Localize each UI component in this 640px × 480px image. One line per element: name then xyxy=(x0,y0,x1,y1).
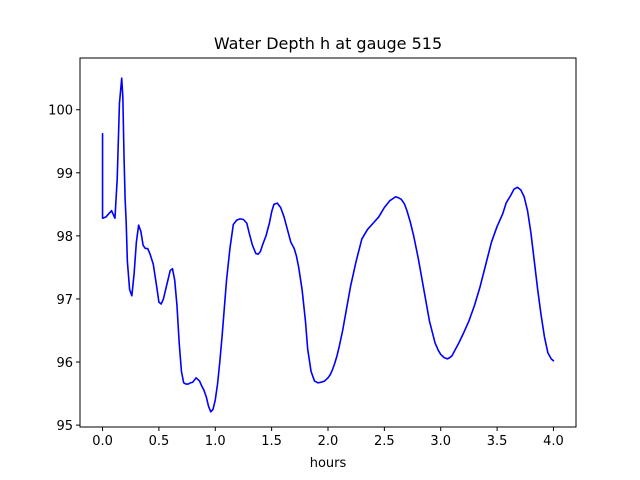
x-axis: 0.0 0.5 1.0 1.5 2.0 2.5 3.0 3.5 4.0 xyxy=(92,427,564,449)
x-tick-label: 0.5 xyxy=(149,434,170,449)
x-tick-label: 1.0 xyxy=(205,434,226,449)
y-tick-label: 97 xyxy=(56,293,73,308)
plot-area-frame xyxy=(79,57,577,428)
x-tick-label: 3.0 xyxy=(430,434,451,449)
x-axis-label: hours xyxy=(310,456,347,471)
series-line-water-depth xyxy=(101,77,555,413)
x-tick-label: 2.5 xyxy=(374,434,395,449)
x-tick-label: 3.5 xyxy=(487,434,508,449)
chart-title: Water Depth h at gauge 515 xyxy=(214,34,442,53)
y-tick-label: 99 xyxy=(56,167,73,182)
y-tick-label: 95 xyxy=(56,419,73,434)
x-tick-label: 0.0 xyxy=(92,434,113,449)
x-tick-label: 1.5 xyxy=(261,434,282,449)
y-tick-label: 98 xyxy=(56,230,73,245)
y-tick-label: 96 xyxy=(56,356,73,371)
y-tick-label: 100 xyxy=(48,104,73,119)
x-tick-label: 4.0 xyxy=(543,434,564,449)
x-tick-label: 2.0 xyxy=(318,434,339,449)
y-axis: 95 96 97 98 99 100 xyxy=(48,104,80,434)
